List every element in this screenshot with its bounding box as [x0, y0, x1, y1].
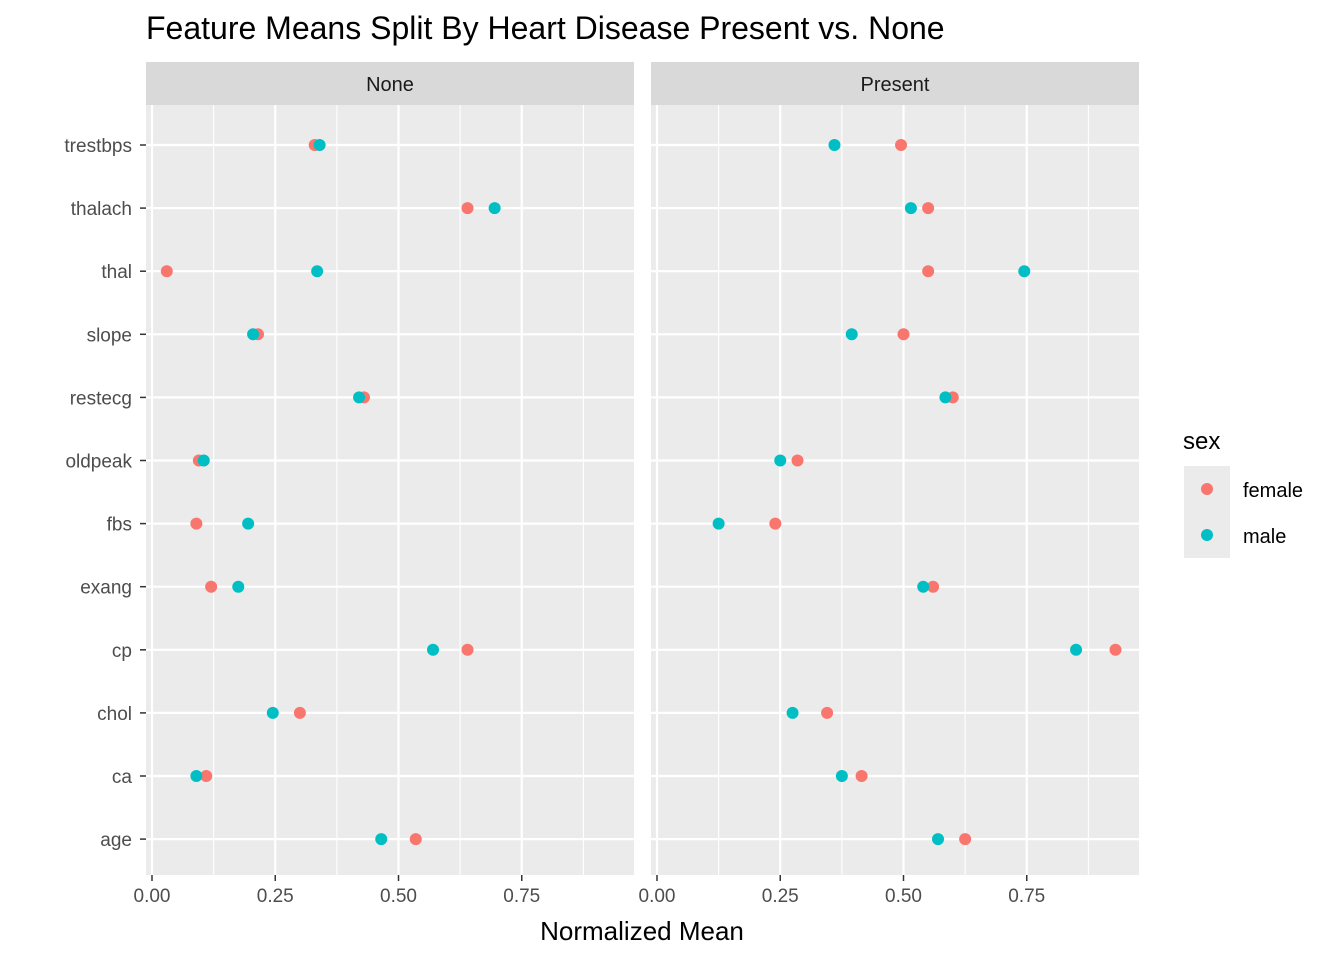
point-female-ca — [855, 770, 868, 782]
point-male-trestbps — [313, 139, 326, 151]
point-male-age — [375, 833, 388, 846]
legend-title: sex — [1183, 428, 1220, 455]
point-female-exang — [927, 580, 940, 593]
y-tick-label-ca: ca — [112, 767, 133, 788]
point-female-oldpeak — [791, 454, 804, 467]
x-tick-label: 0.50 — [380, 886, 417, 907]
x-tick-label: 0.25 — [762, 886, 799, 907]
point-female-thalach — [461, 202, 474, 215]
x-axis-ticks-present: 0.00 0.25 0.50 0.75 — [639, 875, 1045, 907]
strip-label-none: None — [366, 74, 414, 96]
points-none — [160, 139, 501, 846]
x-tick-label: 0.25 — [257, 886, 294, 907]
point-male-cp — [1070, 643, 1083, 656]
panel-present: Present 0.00 0.25 0.50 0.75 — [639, 62, 1139, 907]
point-male-cp — [427, 643, 440, 656]
y-tick-label-chol: chol — [97, 704, 132, 725]
point-male-exang — [232, 580, 245, 593]
y-tick-label-oldpeak: oldpeak — [65, 452, 132, 473]
point-male-slope — [247, 328, 260, 341]
legend-label-male: male — [1243, 526, 1286, 548]
x-tick-label: 0.00 — [134, 886, 171, 907]
y-axis: trestbps thalach thal slope restecg oldpeak fb… — [64, 136, 146, 851]
x-tick-label: 0.50 — [885, 886, 922, 907]
y-tick-label-trestbps: trestbps — [64, 136, 132, 157]
point-male-oldpeak — [774, 454, 787, 467]
point-female-age — [409, 833, 422, 846]
x-axis-ticks-none: 0.00 0.25 0.50 0.75 — [134, 875, 540, 907]
point-female-fbs — [769, 517, 782, 530]
gridlines-none — [146, 105, 634, 875]
point-male-thalach — [488, 202, 501, 215]
point-female-thal — [160, 265, 173, 278]
point-female-ca — [200, 770, 213, 782]
point-male-restecg — [939, 391, 952, 404]
y-tick-label-slope: slope — [87, 325, 132, 346]
point-female-slope — [897, 328, 910, 341]
legend-key-background — [1184, 466, 1230, 558]
strip-label-present: Present — [861, 74, 930, 96]
point-male-thal — [311, 265, 324, 278]
point-male-thal — [1018, 265, 1031, 278]
y-tick-label-thal: thal — [101, 262, 132, 283]
strip-background-none — [146, 62, 634, 105]
point-female-exang — [205, 580, 218, 593]
point-female-thal — [922, 265, 935, 278]
x-axis-title: Normalized Mean — [540, 916, 744, 946]
point-male-chol — [786, 706, 799, 719]
point-male-fbs — [712, 517, 725, 530]
point-male-chol — [266, 706, 279, 719]
point-male-thalach — [904, 202, 917, 215]
point-female-cp — [1109, 643, 1122, 656]
point-male-exang — [917, 580, 930, 593]
point-male-fbs — [242, 517, 255, 530]
chart-title: Feature Means Split By Heart Disease Pre… — [146, 10, 945, 46]
x-tick-label: 0.75 — [503, 886, 540, 907]
y-tick-label-age: age — [100, 830, 132, 851]
y-tick-label-fbs: fbs — [107, 515, 132, 536]
point-female-trestbps — [895, 139, 908, 151]
point-male-slope — [845, 328, 858, 341]
y-tick-label-exang: exang — [80, 578, 132, 599]
point-male-ca — [190, 770, 203, 782]
legend: sex female male — [1183, 428, 1303, 558]
point-female-fbs — [190, 517, 203, 530]
point-male-oldpeak — [197, 454, 210, 467]
gridlines-present — [651, 105, 1139, 875]
panel-background-none — [146, 105, 634, 875]
legend-key-male — [1201, 529, 1213, 541]
strip-background-present — [651, 62, 1139, 105]
legend-key-female — [1201, 483, 1213, 495]
point-female-cp — [461, 643, 474, 656]
point-male-ca — [835, 770, 848, 782]
y-tick-label-restecg: restecg — [70, 388, 132, 409]
points-present — [712, 139, 1122, 846]
point-female-chol — [293, 706, 306, 719]
x-tick-label: 0.75 — [1008, 886, 1045, 907]
point-male-trestbps — [828, 139, 841, 151]
x-tick-label: 0.00 — [639, 886, 676, 907]
point-female-chol — [821, 706, 834, 719]
point-female-thalach — [922, 202, 935, 215]
y-tick-label-cp: cp — [112, 641, 132, 662]
panel-none: None 0.00 0.25 0.50 0.75 — [134, 62, 634, 907]
point-male-restecg — [353, 391, 366, 404]
panel-background-present — [651, 105, 1139, 875]
legend-label-female: female — [1243, 480, 1303, 502]
point-male-age — [932, 833, 945, 846]
point-female-age — [959, 833, 972, 846]
y-tick-label-thalach: thalach — [71, 199, 132, 220]
